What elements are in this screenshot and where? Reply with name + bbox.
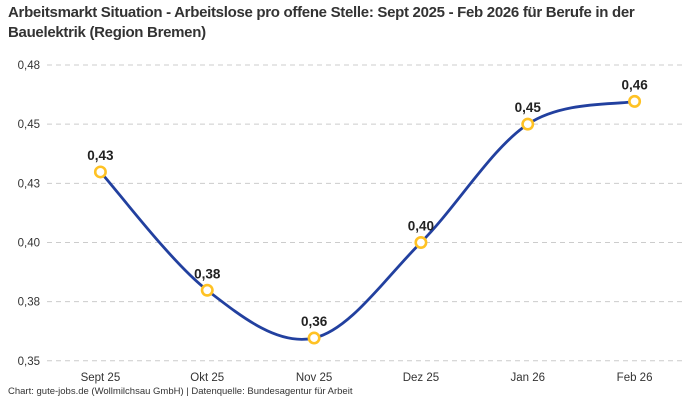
series-line bbox=[99, 100, 636, 341]
x-axis-tick-label: Feb 26 bbox=[617, 372, 653, 384]
data-point-value-label: 0,46 bbox=[621, 77, 648, 92]
chart-footer: Chart: gute-jobs.de (Wollmilchsau GmbH) … bbox=[8, 386, 353, 397]
x-axis-labels-group: Sept 25 Okt 25 Nov 25 Dez 25 Jan 26 Feb 26 bbox=[81, 372, 653, 384]
data-point-value-label: 0,38 bbox=[194, 266, 221, 281]
data-point-marker bbox=[307, 331, 321, 345]
x-axis-tick-label: Jan 26 bbox=[510, 372, 545, 384]
y-axis-tick-label: 0,40 bbox=[18, 237, 40, 249]
data-point-value-label: 0,40 bbox=[408, 218, 434, 233]
series-group: 0,43 0,38 0,36 0,40 0,45 0,46 bbox=[87, 77, 648, 345]
data-point-marker bbox=[200, 283, 214, 297]
y-axis-tick-label: 0,45 bbox=[18, 119, 40, 131]
data-point-value-label: 0,45 bbox=[515, 100, 542, 115]
data-point-marker bbox=[93, 165, 107, 179]
data-point-marker bbox=[521, 117, 535, 131]
y-axis-tick-label: 0,48 bbox=[18, 60, 40, 72]
data-point-value-label: 0,36 bbox=[301, 314, 328, 329]
x-axis-tick-label: Dez 25 bbox=[403, 372, 439, 384]
y-axis-labels-group: 0,48 0,45 0,43 0,40 0,38 0,35 bbox=[18, 60, 40, 368]
y-axis-tick-label: 0,43 bbox=[18, 178, 40, 190]
y-axis-tick-label: 0,35 bbox=[18, 356, 40, 368]
chart-title: Arbeitsmarkt Situation - Arbeitslose pro… bbox=[8, 4, 635, 42]
x-axis-tick-label: Okt 25 bbox=[190, 372, 224, 384]
data-point-value-label: 0,43 bbox=[87, 148, 114, 163]
x-axis-tick-label: Nov 25 bbox=[296, 372, 332, 384]
data-point-marker bbox=[414, 235, 428, 249]
data-point-marker bbox=[628, 94, 642, 108]
x-axis-tick-label: Sept 25 bbox=[81, 372, 121, 384]
gridlines-group bbox=[47, 64, 684, 362]
y-axis-tick-label: 0,38 bbox=[18, 297, 40, 309]
